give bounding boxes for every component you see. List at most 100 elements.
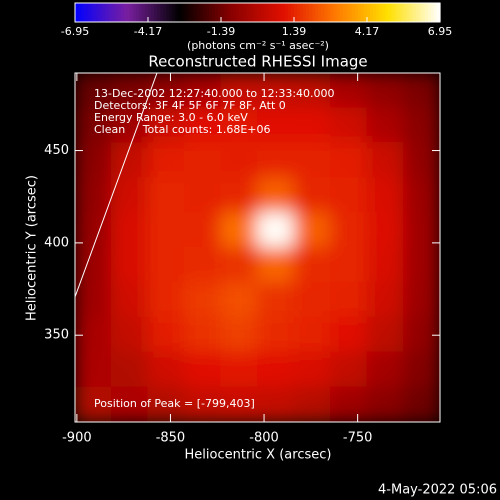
colorbar-segment (342, 3, 347, 22)
colorbar-segment (154, 3, 158, 22)
heat-cell (293, 107, 331, 144)
colorbar-segment (297, 3, 301, 22)
heat-cell (293, 281, 331, 318)
footer-date: 4-May-2022 05:06 (378, 483, 497, 498)
heat-cell (184, 142, 222, 179)
colorbar-segment (221, 3, 225, 22)
colorbar-segment (93, 3, 97, 22)
colorbar-segment (239, 3, 243, 22)
x-tick-label: -750 (343, 431, 373, 446)
heat-cell (220, 316, 258, 353)
heat-cell (75, 107, 112, 144)
colorbar-segment (114, 3, 119, 22)
colorbar-segment (376, 3, 380, 22)
colorbar-segment (370, 3, 374, 22)
colorbar-segment (151, 3, 155, 22)
heat-cell (111, 386, 149, 422)
colorbar (75, 3, 441, 22)
heat-cell (184, 107, 222, 144)
heat-cell (257, 73, 295, 109)
colorbar-segment (300, 3, 304, 22)
heat-cell (403, 107, 440, 144)
colorbar-segment (424, 3, 429, 22)
heat-cell (366, 73, 404, 109)
colorbar-segment (166, 3, 170, 22)
colorbar-segment (409, 3, 414, 22)
colorbar-segment (430, 3, 435, 22)
colorbar-segment (421, 3, 426, 22)
colorbar-segment (321, 3, 326, 22)
colorbar-segment (363, 3, 368, 22)
colorbar-label: (photons cm⁻² s⁻¹ asec⁻²) (187, 39, 329, 52)
colorbar-segment (230, 3, 234, 22)
colorbar-tick-label: -4.17 (134, 25, 162, 38)
colorbar-segment (306, 3, 310, 22)
colorbar-segment (415, 3, 420, 22)
colorbar-segment (360, 3, 365, 22)
colorbar-segment (217, 3, 222, 22)
heat-cell (147, 212, 185, 248)
colorbar-segment (248, 3, 253, 22)
heat-cell (147, 386, 185, 422)
colorbar-segment (339, 3, 344, 22)
heat-cell (111, 281, 149, 318)
colorbar-segment (78, 3, 82, 22)
chart-title: Reconstructed RHESSI Image (148, 53, 367, 71)
colorbar-segment (87, 3, 91, 22)
colorbar-segment (330, 3, 335, 22)
heat-cell (257, 212, 295, 248)
colorbar-segment (251, 3, 256, 22)
colorbar-segment (105, 3, 110, 22)
annotation: 13-Dec-2002 12:27:40.000 to 12:33:40.000 (94, 87, 335, 100)
colorbar-segment (290, 3, 295, 22)
heat-cell (293, 316, 331, 353)
colorbar-segment (141, 3, 146, 22)
annotation: Detectors: 3F 4F 5F 6F 7F 8F, Att 0 (94, 99, 286, 112)
colorbar-segment (169, 3, 173, 22)
heat-cell (403, 142, 440, 179)
colorbar-segment (403, 3, 408, 22)
heat-cell (220, 386, 258, 422)
colorbar-tick-label: 1.39 (282, 25, 307, 38)
heat-cell (147, 281, 185, 318)
heat-cell (257, 142, 295, 179)
heat-cell (366, 212, 404, 248)
heat-cell (330, 316, 368, 353)
annotation: Clean Total counts: 1.68E+06 (94, 123, 271, 136)
colorbar-segment (129, 3, 134, 22)
heat-cell (293, 73, 331, 109)
heat-cell (220, 212, 258, 248)
colorbar-segment (187, 3, 192, 22)
colorbar-segment (184, 3, 189, 22)
colorbar-segment (117, 3, 122, 22)
colorbar-segment (391, 3, 395, 22)
heat-cell (257, 247, 295, 283)
colorbar-segment (257, 3, 262, 22)
colorbar-segment (181, 3, 186, 22)
heat-cell (147, 73, 185, 109)
plot-frame (74, 72, 441, 423)
heat-cell (220, 142, 258, 179)
heat-cell (403, 73, 440, 109)
heat-cell (293, 351, 331, 388)
heat-cell (257, 107, 295, 144)
colorbar-segment (196, 3, 201, 22)
colorbar-segment (309, 3, 313, 22)
colorbar-segment (427, 3, 432, 22)
heat-cell (111, 316, 149, 353)
heat-cell (330, 212, 368, 248)
colorbar-segment (315, 3, 319, 22)
colorbar-segment (172, 3, 176, 22)
colorbar-segment (345, 3, 350, 22)
colorbar-segment (333, 3, 338, 22)
heat-cell (257, 386, 295, 422)
colorbar-segment (178, 3, 183, 22)
heat-cell (184, 212, 222, 248)
colorbar-segment (208, 3, 213, 22)
colorbar-segment (135, 3, 140, 22)
heat-cell (111, 247, 149, 283)
heat-cell (147, 177, 185, 214)
colorbar-segment (193, 3, 198, 22)
heat-cell (366, 142, 404, 179)
colorbar-segment (84, 3, 88, 22)
